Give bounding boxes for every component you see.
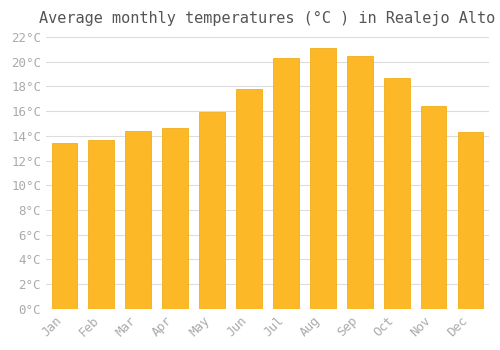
Bar bbox=[420, 106, 446, 309]
Bar bbox=[458, 132, 483, 309]
Title: Average monthly temperatures (°C ) in Realejo Alto: Average monthly temperatures (°C ) in Re… bbox=[40, 11, 496, 26]
Bar bbox=[162, 128, 188, 309]
Bar bbox=[88, 140, 115, 309]
Bar bbox=[273, 58, 299, 309]
Bar bbox=[126, 131, 151, 309]
Bar bbox=[52, 143, 78, 309]
Bar bbox=[310, 48, 336, 309]
Bar bbox=[347, 56, 372, 309]
Bar bbox=[236, 89, 262, 309]
Bar bbox=[384, 78, 409, 309]
Bar bbox=[199, 112, 225, 309]
